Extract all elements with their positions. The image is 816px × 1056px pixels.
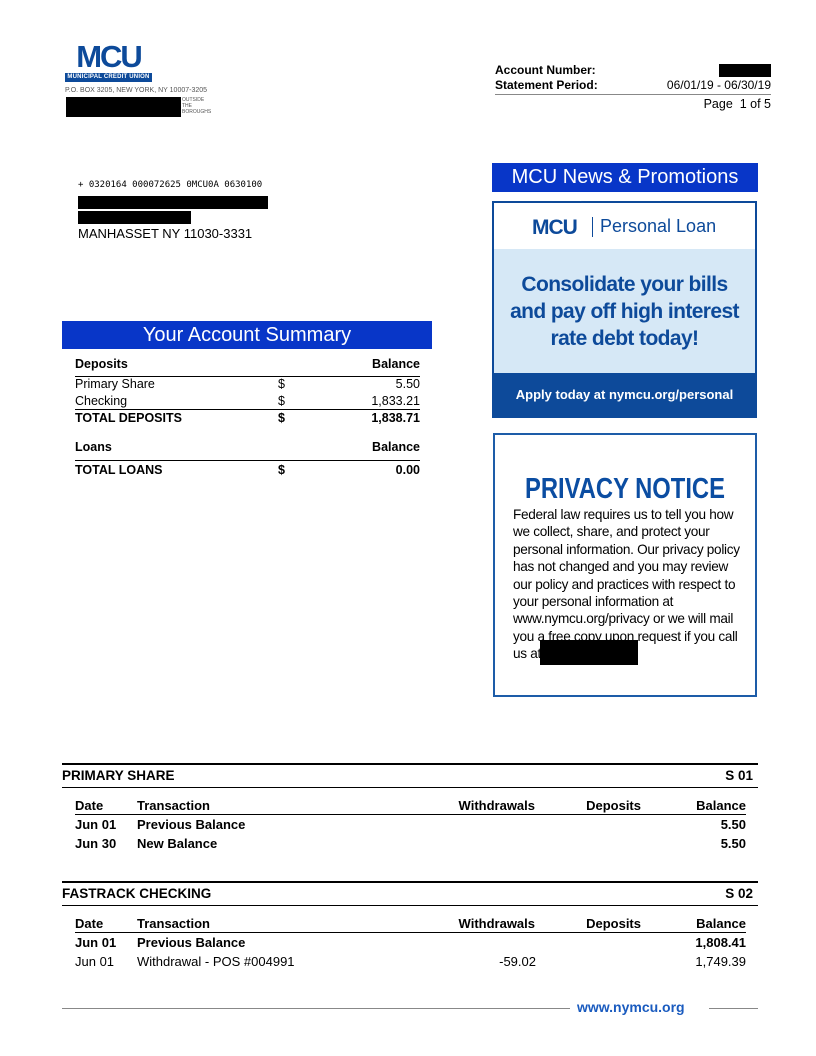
ad-headline: Consolidate your bills and pay off high … <box>510 273 739 350</box>
col-withdrawals: Withdrawals <box>458 916 535 931</box>
account-name: FASTRACK CHECKING <box>62 886 212 901</box>
divider <box>62 787 758 788</box>
ad-cta[interactable]: Apply today at nymcu.org/personal <box>494 373 755 416</box>
page-number: Page 1 of 5 <box>703 97 771 111</box>
account-id: S 02 <box>725 886 753 901</box>
total-deposits-row: TOTAL DEPOSITS $1,838.71 <box>75 411 420 425</box>
city-line: MANHASSET NY 11030-3331 <box>78 226 253 241</box>
return-address: P.O. BOX 3205, NEW YORK, NY 10007-3205 <box>65 87 208 94</box>
redacted <box>78 196 268 209</box>
address-note: OUTSIDE THE BOROUGHS <box>182 97 212 115</box>
privacy-title: PRIVACY NOTICE <box>525 473 725 505</box>
footer-url[interactable]: www.nymcu.org <box>577 999 685 1015</box>
promo-banner: MCU News & Promotions <box>492 163 758 192</box>
divider <box>62 881 758 883</box>
divider <box>495 94 771 95</box>
col-deposits: Deposits <box>586 916 641 931</box>
redacted <box>719 64 771 77</box>
summary-row: Checking $1,833.21 <box>75 394 420 408</box>
account-name: PRIMARY SHARE <box>62 768 175 783</box>
ad-product: Personal Loan <box>600 216 717 236</box>
col-withdrawals: Withdrawals <box>458 798 535 813</box>
ad-logo: MCU <box>532 216 578 239</box>
account-summary-table: Deposits Balance Primary Share $5.50 Check… <box>75 357 420 477</box>
total-loans-row: TOTAL LOANS $0.00 <box>75 463 420 477</box>
redacted <box>66 97 181 117</box>
divider <box>592 217 593 237</box>
divider <box>75 814 746 815</box>
logo-subtext: MUNICIPAL CREDIT UNION <box>65 73 152 82</box>
logo-text: MCU <box>76 39 143 74</box>
redacted <box>540 640 638 665</box>
col-transaction: Transaction <box>137 798 210 813</box>
summary-title: Your Account Summary <box>62 321 432 349</box>
footer-divider <box>62 1008 570 1009</box>
divider <box>62 763 758 765</box>
col-balance: Balance <box>696 916 746 931</box>
footer-divider <box>709 1008 758 1009</box>
col-deposits: Deposits <box>586 798 641 813</box>
mcu-logo: MCU MUNICIPAL CREDIT UNION <box>65 39 152 82</box>
privacy-notice: PRIVACY NOTICE Federal law requires us t… <box>493 433 757 697</box>
statement-period: 06/01/19 - 06/30/19 <box>666 78 771 92</box>
summary-row: Primary Share $5.50 <box>75 377 420 391</box>
personal-loan-ad[interactable]: MCU Personal Loan Consolidate your bills… <box>492 201 757 418</box>
col-transaction: Transaction <box>137 916 210 931</box>
deposits-header: Deposits <box>75 357 128 371</box>
account-number-label: Account Number: <box>495 63 596 77</box>
micr-line: + 0320164 000072625 0MCU0A 0630100 <box>78 180 263 190</box>
col-date: Date <box>75 798 104 813</box>
balance-header: Balance <box>372 357 420 371</box>
col-date: Date <box>75 916 104 931</box>
col-balance: Balance <box>696 798 746 813</box>
account-id: S 01 <box>725 768 753 783</box>
divider <box>75 932 746 933</box>
divider <box>62 905 758 906</box>
loans-header: Loans <box>75 440 112 454</box>
statement-period-label: Statement Period: <box>495 78 598 92</box>
redacted <box>78 211 191 224</box>
